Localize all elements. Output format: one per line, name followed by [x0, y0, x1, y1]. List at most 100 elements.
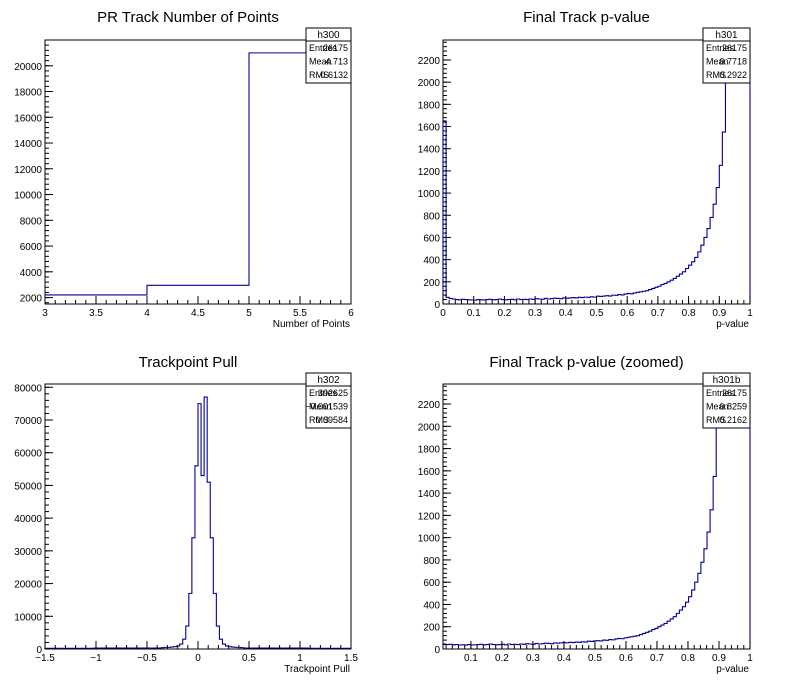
pad-pr-track-number-of-points: PR Track Number of Points 3 3.5 4 4.5 5 5.5 6 20… [14, 9, 354, 330]
x-tick-label: 0.6 [620, 308, 634, 319]
y-tick-label: 10000 [14, 612, 42, 623]
y-tick-label: 30000 [14, 547, 42, 558]
y-tick-label: 1400 [418, 145, 441, 156]
stats-name: h302 [317, 375, 340, 386]
x-tick-label: −1 [90, 653, 102, 664]
histogram-line [45, 52, 351, 296]
x-tick-label: 0 [440, 308, 446, 319]
stats-key: Mean [309, 402, 332, 412]
stats-key: RMS [309, 70, 329, 80]
stats-key: Mean [706, 57, 729, 67]
y-tick-label: 0 [36, 645, 42, 656]
pad-trackpoint-pull: Trackpoint Pull −1.5 −1 −0.5 0 0.5 1 1.5 0 10000 2… [14, 354, 358, 675]
x-tick-label: 0 [195, 653, 201, 664]
chart-title: Trackpoint Pull [139, 354, 238, 371]
stats-value: 0.8259 [719, 402, 747, 412]
x-tick-label: 0.9 [712, 308, 726, 319]
x-tick-label: −0.5 [137, 653, 157, 664]
x-axis-label: Trackpoint Pull [284, 664, 350, 675]
stats-box [702, 27, 751, 84]
pad-final-track-p-value-zoomed: Final Track p-value (zoomed) 0.1 0.2 0.3 0.4… [418, 354, 753, 675]
x-tick-label: 0.5 [590, 308, 604, 319]
stats-box [305, 27, 352, 84]
x-tick-label: 6 [348, 308, 354, 319]
x-tick-label: 0.5 [242, 653, 256, 664]
y-tick-label: 16000 [14, 113, 42, 124]
y-tick-label: 8000 [20, 216, 43, 227]
x-tick-label: 4 [144, 308, 150, 319]
stats-value: 4.713 [325, 57, 348, 67]
x-tick-label: 0.5 [588, 653, 602, 664]
histogram-line [44, 396, 352, 649]
x-tick-label: 3.5 [89, 308, 103, 319]
y-tick-label: 0 [434, 645, 440, 656]
x-tick-label: 0.2 [495, 653, 509, 664]
x-tick-label: 1.5 [344, 653, 358, 664]
stats-key: Entries [309, 43, 338, 53]
x-axis-label: p-value [716, 319, 749, 330]
stats-name: h301b [713, 375, 741, 386]
histogram-line [442, 39, 751, 304]
stats-key: Entries [706, 388, 735, 398]
x-tick-label: 0.3 [526, 653, 540, 664]
y-tick-label: 70000 [14, 416, 42, 427]
stats-value: 392625 [318, 388, 348, 398]
y-tick-label: 1200 [418, 167, 441, 178]
x-tick-label: 4.5 [191, 308, 205, 319]
stats-key: Entries [706, 43, 735, 53]
x-tick-label: 0.6 [619, 653, 633, 664]
y-tick-label: 600 [423, 578, 440, 589]
x-tick-label: 0.8 [682, 308, 696, 319]
y-tick-label: 200 [423, 623, 440, 634]
x-tick-label: 1 [747, 653, 753, 664]
y-tick-label: 1800 [418, 100, 441, 111]
y-tick-label: 20000 [14, 62, 42, 73]
y-tick-label: 2000 [20, 294, 43, 305]
y-tick-label: 40000 [14, 514, 42, 525]
stats-value: 0.6132 [320, 70, 348, 80]
y-tick-label: 1800 [418, 445, 441, 456]
y-tick-label: 80000 [14, 383, 42, 394]
x-tick-label: 0.9 [712, 653, 726, 664]
y-tick-label: 600 [423, 233, 440, 244]
histogram-line [442, 383, 751, 649]
y-tick-label: 50000 [14, 481, 42, 492]
y-tick-label: 2200 [418, 400, 441, 411]
stats-key: Mean [309, 57, 332, 67]
pad-final-track-p-value: Final Track p-value 0 0.1 0.2 0.3 0.4 0.5 0.6 0.… [418, 9, 753, 330]
stats-value: 0.09584 [315, 415, 348, 425]
stats-value: 0.2162 [719, 415, 747, 425]
x-tick-label: 0.4 [557, 653, 571, 664]
x-tick-label: −1.5 [35, 653, 55, 664]
stats-key: RMS [706, 415, 726, 425]
y-tick-label: 12000 [14, 165, 42, 176]
y-tick-label: 0 [434, 300, 440, 311]
stats-name: h300 [317, 30, 340, 41]
stats-value: 26175 [323, 43, 348, 53]
chart-title: Final Track p-value [523, 9, 650, 26]
x-tick-label: 0.1 [464, 653, 478, 664]
stats-key: Entries [309, 388, 338, 398]
x-tick-label: 5.5 [293, 308, 307, 319]
x-tick-label: 0.2 [497, 308, 511, 319]
y-tick-label: 4000 [20, 268, 43, 279]
stats-key: RMS [706, 70, 726, 80]
y-tick-label: 10000 [14, 191, 42, 202]
x-tick-label: 3 [42, 308, 48, 319]
y-tick-label: 400 [423, 256, 440, 267]
x-tick-label: 0.7 [651, 308, 665, 319]
stats-value: 0.7718 [719, 57, 747, 67]
y-tick-label: 18000 [14, 88, 42, 99]
y-tick-label: 1200 [418, 511, 441, 522]
x-tick-label: 0.8 [681, 653, 695, 664]
plot-frame [44, 39, 352, 305]
x-tick-label: 1 [747, 308, 753, 319]
stats-value: −0.001539 [305, 402, 348, 412]
stats-key: Mean [706, 402, 729, 412]
stats-value: 26175 [722, 388, 747, 398]
y-tick-label: 2000 [418, 422, 441, 433]
y-tick-label: 800 [423, 211, 440, 222]
y-tick-label: 1400 [418, 489, 441, 500]
y-tick-label: 6000 [20, 242, 43, 253]
